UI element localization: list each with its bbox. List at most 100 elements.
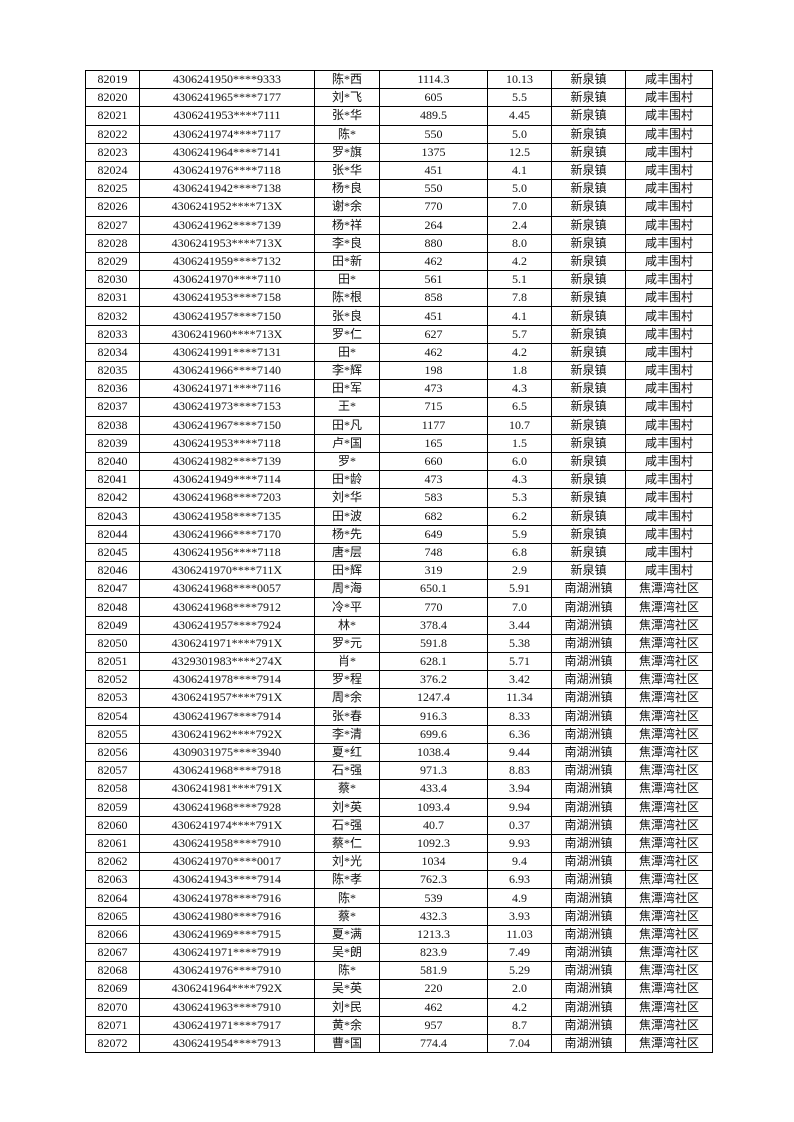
person-name-cell: 刘*光	[314, 852, 380, 872]
person-name-cell: 罗*旗	[314, 142, 380, 162]
town-cell: 新泉镇	[551, 288, 626, 308]
table-row: 82051 4329301983****274X 肖* 628.1 5.71 南湖洲镇 焦潭…	[85, 651, 713, 672]
village-cell: 咸丰围村	[625, 215, 713, 235]
person-name-cell: 田*波	[314, 506, 380, 526]
value-cell: 2.0	[487, 979, 552, 999]
id-number-cell: 4306241952****713X	[139, 197, 315, 217]
row-number-cell: 82036	[85, 379, 140, 399]
village-cell: 咸丰围村	[625, 251, 713, 272]
row-number-cell: 82044	[85, 524, 140, 544]
person-name-cell: 张*华	[314, 160, 380, 181]
village-cell: 咸丰围村	[625, 197, 713, 217]
town-cell: 新泉镇	[551, 233, 626, 253]
table-row: 82045 4306241956****7118 唐*层 748 6.8 新泉镇 咸丰围村	[85, 542, 713, 563]
person-name-cell: 田*	[314, 270, 380, 290]
table-row: 82019 4306241950****9333 陈*西 1114.3 10.13 新泉镇…	[85, 69, 713, 90]
town-cell: 南湖洲镇	[551, 779, 626, 799]
town-cell: 新泉镇	[551, 561, 626, 581]
town-cell: 南湖洲镇	[551, 997, 626, 1017]
id-number-cell: 4306241966****7170	[139, 524, 315, 544]
amount-cell: 1177	[379, 415, 488, 435]
village-cell: 咸丰围村	[625, 433, 713, 453]
row-number-cell: 82043	[85, 506, 140, 526]
row-number-cell: 82028	[85, 233, 140, 253]
person-name-cell: 吴*英	[314, 979, 380, 999]
id-number-cell: 4306241959****7132	[139, 251, 315, 272]
village-cell: 焦潭湾社区	[625, 924, 713, 945]
amount-cell: 165	[379, 433, 488, 453]
table-row: 82069 4306241964****792X 吴*英 220 2.0 南湖洲镇 焦潭湾社…	[85, 979, 713, 999]
town-cell: 南湖洲镇	[551, 870, 626, 890]
table-row: 82065 4306241980****7916 蔡* 432.3 3.93 南湖洲镇 焦潭…	[85, 906, 713, 926]
value-cell: 6.8	[487, 542, 552, 563]
row-number-cell: 82042	[85, 488, 140, 508]
row-number-cell: 82040	[85, 451, 140, 472]
person-name-cell: 李*清	[314, 724, 380, 744]
town-cell: 南湖洲镇	[551, 852, 626, 872]
id-number-cell: 4306241964****7141	[139, 142, 315, 162]
amount-cell: 264	[379, 215, 488, 235]
id-number-cell: 4306241974****7117	[139, 124, 315, 144]
table-row: 82036 4306241971****7116 田*军 473 4.3 新泉镇 咸丰围村	[85, 379, 713, 399]
row-number-cell: 82031	[85, 288, 140, 308]
town-cell: 新泉镇	[551, 451, 626, 472]
village-cell: 咸丰围村	[625, 88, 713, 108]
village-cell: 咸丰围村	[625, 124, 713, 144]
row-number-cell: 82068	[85, 961, 140, 981]
town-cell: 南湖洲镇	[551, 688, 626, 708]
village-cell: 焦潭湾社区	[625, 579, 713, 599]
village-cell: 咸丰围村	[625, 342, 713, 363]
person-name-cell: 石*强	[314, 761, 380, 781]
village-cell: 咸丰围村	[625, 160, 713, 181]
amount-cell: 581.9	[379, 961, 488, 981]
amount-cell: 748	[379, 542, 488, 563]
value-cell: 6.36	[487, 724, 552, 744]
village-cell: 咸丰围村	[625, 360, 713, 381]
row-number-cell: 82035	[85, 360, 140, 381]
id-number-cell: 4306241960****713X	[139, 324, 315, 344]
amount-cell: 1213.3	[379, 924, 488, 945]
village-cell: 咸丰围村	[625, 488, 713, 508]
village-cell: 焦潭湾社区	[625, 724, 713, 744]
row-number-cell: 82069	[85, 979, 140, 999]
person-name-cell: 田*凡	[314, 415, 380, 435]
town-cell: 南湖洲镇	[551, 833, 626, 854]
town-cell: 新泉镇	[551, 542, 626, 563]
value-cell: 5.38	[487, 633, 552, 654]
value-cell: 5.5	[487, 88, 552, 108]
town-cell: 新泉镇	[551, 306, 626, 326]
amount-cell: 1092.3	[379, 833, 488, 854]
amount-cell: 715	[379, 397, 488, 417]
table-row: 82058 4306241981****791X 蔡* 433.4 3.94 南湖洲镇 焦潭…	[85, 779, 713, 799]
amount-cell: 1038.4	[379, 742, 488, 763]
person-name-cell: 罗*	[314, 451, 380, 472]
town-cell: 新泉镇	[551, 179, 626, 199]
row-number-cell: 82049	[85, 615, 140, 635]
person-name-cell: 周*海	[314, 579, 380, 599]
value-cell: 4.2	[487, 997, 552, 1017]
person-name-cell: 陈*	[314, 124, 380, 144]
id-number-cell: 4306241957****791X	[139, 688, 315, 708]
id-number-cell: 4306241953****7111	[139, 106, 315, 126]
id-number-cell: 4306241958****7910	[139, 833, 315, 854]
id-number-cell: 4306241957****7924	[139, 615, 315, 635]
table-row: 82037 4306241973****7153 王* 715 6.5 新泉镇 咸丰围村	[85, 397, 713, 417]
id-number-cell: 4306241971****791X	[139, 633, 315, 654]
value-cell: 2.9	[487, 561, 552, 581]
amount-cell: 628.1	[379, 651, 488, 672]
id-number-cell: 4306241963****7910	[139, 997, 315, 1017]
id-number-cell: 4306241976****7910	[139, 961, 315, 981]
person-name-cell: 田*	[314, 342, 380, 363]
table-row: 82038 4306241967****7150 田*凡 1177 10.7 新泉镇 咸丰围…	[85, 415, 713, 435]
person-name-cell: 罗*元	[314, 633, 380, 654]
value-cell: 9.4	[487, 852, 552, 872]
amount-cell: 858	[379, 288, 488, 308]
row-number-cell: 82046	[85, 561, 140, 581]
person-name-cell: 周*余	[314, 688, 380, 708]
amount-cell: 489.5	[379, 106, 488, 126]
amount-cell: 823.9	[379, 942, 488, 963]
amount-cell: 627	[379, 324, 488, 344]
town-cell: 南湖洲镇	[551, 906, 626, 926]
table-row: 82070 4306241963****7910 刘*民 462 4.2 南湖洲镇 焦潭湾社…	[85, 997, 713, 1017]
amount-cell: 1375	[379, 142, 488, 162]
